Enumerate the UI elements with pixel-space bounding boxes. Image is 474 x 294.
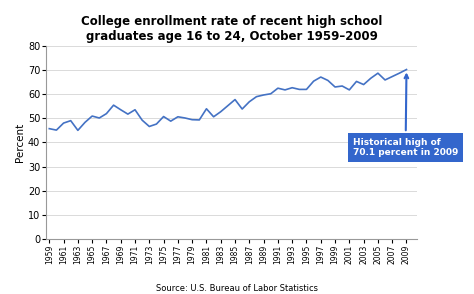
Text: Historical high of
70.1 percent in 2009: Historical high of 70.1 percent in 2009 [353,75,458,157]
Text: Source: U.S. Bureau of Labor Statistics: Source: U.S. Bureau of Labor Statistics [156,284,318,293]
Title: College enrollment rate of recent high school
graduates age 16 to 24, October 19: College enrollment rate of recent high s… [81,15,382,43]
Y-axis label: Percent: Percent [15,123,25,162]
